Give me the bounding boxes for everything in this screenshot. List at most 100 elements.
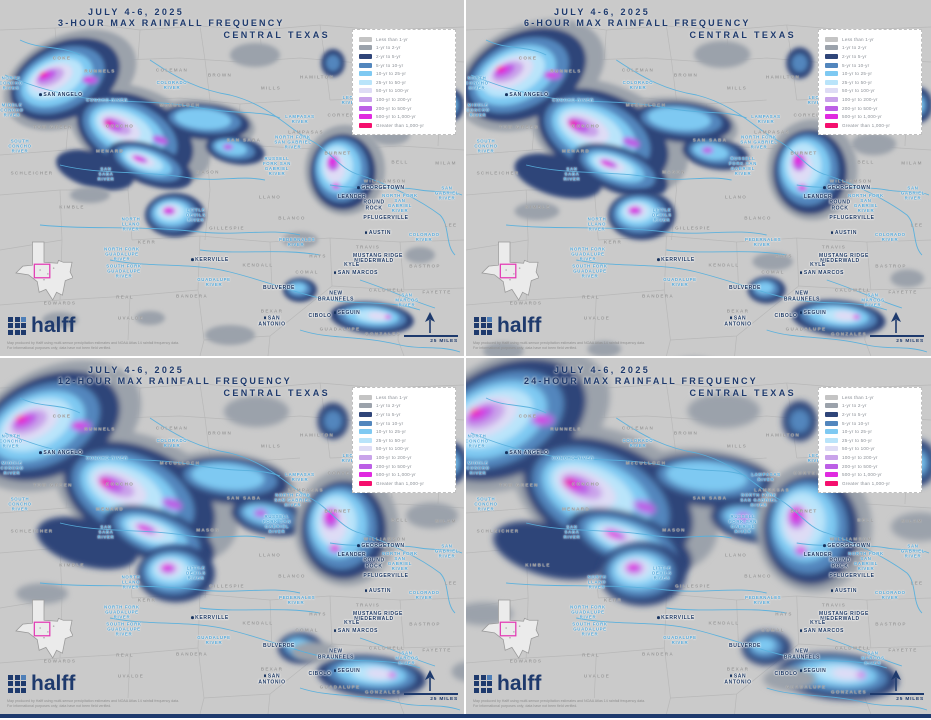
legend-label: 500-yr to 1,000-yr: [376, 472, 416, 478]
legend-swatch: [825, 472, 838, 478]
logo-grid-square: [474, 329, 479, 335]
legend-swatch: [359, 96, 372, 102]
legend-label: 25-yr to 50-yr: [842, 79, 873, 85]
logo-grid-square: [480, 681, 486, 686]
legend-swatch: [359, 114, 372, 120]
legend-item: Less than 1-yr: [359, 35, 449, 44]
legend-swatch: [825, 71, 838, 77]
legend-item: 100-yr to 200-yr: [359, 95, 449, 104]
texas-inset: [15, 598, 74, 660]
legend-item: 200-yr to 500-yr: [359, 462, 449, 471]
legend: Less than 1-yr 1-yr to 2-yr 2-yr to 5-yr 5-…: [352, 29, 456, 135]
legend-item: 5-yr to 10-yr: [359, 419, 449, 428]
legend-label: 5-yr to 10-yr: [376, 420, 404, 426]
legend-label: 200-yr to 500-yr: [376, 463, 412, 469]
legend-label: 1-yr to 2-yr: [376, 403, 401, 409]
legend-label: 200-yr to 500-yr: [842, 105, 878, 111]
legend-swatch: [825, 122, 838, 128]
logo-grid-square: [487, 316, 492, 322]
halff-logo: halff: [474, 673, 541, 694]
legend-label: Greater than 1,000-yr: [376, 122, 425, 128]
halff-grid-icon: [474, 316, 492, 335]
legend-swatch: [825, 36, 838, 42]
legend-swatch: [359, 472, 372, 478]
legend-swatch: [825, 420, 838, 426]
map-title: JULY 4-6, 2025 6-HOUR MAX RAINFALL FREQU…: [524, 7, 800, 41]
logo-grid-square: [14, 687, 20, 693]
texas-inset: [481, 240, 540, 302]
logo-grid-square: [14, 323, 20, 328]
scale-bar-label: 25 MILES: [896, 696, 924, 702]
attribution: Map produced by Halff using multi-sensor…: [7, 699, 197, 708]
legend-item: 2-yr to 5-yr: [825, 410, 915, 419]
logo-grid-square: [21, 323, 26, 328]
legend-label: 1-yr to 2-yr: [376, 45, 401, 51]
legend-label: 5-yr to 10-yr: [842, 62, 870, 68]
legend-item: 100-yr to 200-yr: [825, 95, 915, 104]
logo-grid-square: [21, 316, 26, 322]
legend-swatch: [825, 480, 838, 486]
map-panel-3hr: COKE RUNNELS COLEMAN BROWN McCULLOCH CONCHO TO…: [0, 0, 464, 356]
legend-item: 1-yr to 2-yr: [825, 44, 915, 53]
title-date: JULY 4-6, 2025: [554, 7, 651, 17]
logo-grid-square: [487, 329, 492, 335]
legend-label: Less than 1-yr: [376, 36, 408, 42]
legend-swatch: [825, 463, 838, 469]
legend-label: Greater than 1,000-yr: [376, 480, 425, 486]
legend-swatch: [825, 79, 838, 85]
scale-bar-line: [870, 335, 924, 337]
legend-item: 5-yr to 10-yr: [825, 419, 915, 428]
legend-label: 10-yr to 25-yr: [376, 71, 407, 77]
legend-swatch: [825, 437, 838, 443]
attribution-line: Map produced by Halff using multi-sensor…: [473, 699, 646, 703]
halff-grid-icon: [8, 316, 26, 335]
legend-swatch: [359, 446, 372, 452]
legend-swatch: [359, 62, 372, 68]
legend-swatch: [359, 71, 372, 77]
title-date: JULY 4-6, 2025: [88, 365, 185, 375]
title-region: CENTRAL TEXAS: [223, 387, 330, 398]
legend-item: Greater than 1,000-yr: [825, 479, 915, 488]
scale-bar-label: 25 MILES: [430, 696, 458, 702]
legend-item: 1-yr to 2-yr: [359, 44, 449, 53]
logo-grid-square: [487, 681, 492, 686]
logo-grid-square: [14, 329, 20, 335]
north-arrow-icon: [890, 312, 902, 334]
title-date: JULY 4-6, 2025: [554, 365, 651, 375]
halff-logo-text: halff: [31, 314, 76, 337]
legend-label: 2-yr to 5-yr: [376, 53, 401, 59]
attribution-line: Map produced by Halff using multi-sensor…: [473, 341, 646, 345]
logo-grid-square: [474, 681, 479, 686]
legend-label: 25-yr to 50-yr: [376, 79, 407, 85]
north-arrow-icon: [424, 670, 436, 692]
scale-bar-line: [870, 693, 924, 695]
logo-grid-square: [14, 316, 20, 322]
logo-grid-square: [14, 681, 20, 686]
legend-item: 50-yr to 100-yr: [359, 87, 449, 96]
legend-label: 100-yr to 200-yr: [842, 454, 878, 460]
logo-grid-square: [8, 323, 13, 328]
legend-swatch: [825, 45, 838, 51]
scale-bar-label: 25 MILES: [896, 338, 924, 344]
legend-label: 1-yr to 2-yr: [842, 45, 867, 51]
legend-swatch: [825, 114, 838, 120]
logo-grid-square: [474, 674, 479, 680]
legend-label: 500-yr to 1,000-yr: [842, 114, 882, 120]
title-main: 6-HOUR MAX RAINFALL FREQUENCY: [524, 18, 751, 29]
attribution: Map produced by Halff using multi-sensor…: [473, 341, 663, 350]
legend-swatch: [359, 88, 372, 94]
legend-label: 100-yr to 200-yr: [842, 96, 878, 102]
logo-grid-square: [487, 323, 492, 328]
halff-grid-icon: [474, 674, 492, 693]
map-title: JULY 4-6, 2025 12-HOUR MAX RAINFALL FREQ…: [58, 365, 334, 399]
legend-swatch: [825, 411, 838, 417]
title-main: 3-HOUR MAX RAINFALL FREQUENCY: [58, 18, 285, 29]
legend: Less than 1-yr 1-yr to 2-yr 2-yr to 5-yr 5-…: [818, 387, 922, 493]
legend-item: 25-yr to 50-yr: [359, 436, 449, 445]
legend-label: Less than 1-yr: [842, 394, 874, 400]
scale-bar: 25 MILES: [404, 693, 458, 702]
legend-item: Less than 1-yr: [825, 393, 915, 402]
rainfall-map: [466, 358, 931, 714]
legend-label: 100-yr to 200-yr: [376, 96, 412, 102]
